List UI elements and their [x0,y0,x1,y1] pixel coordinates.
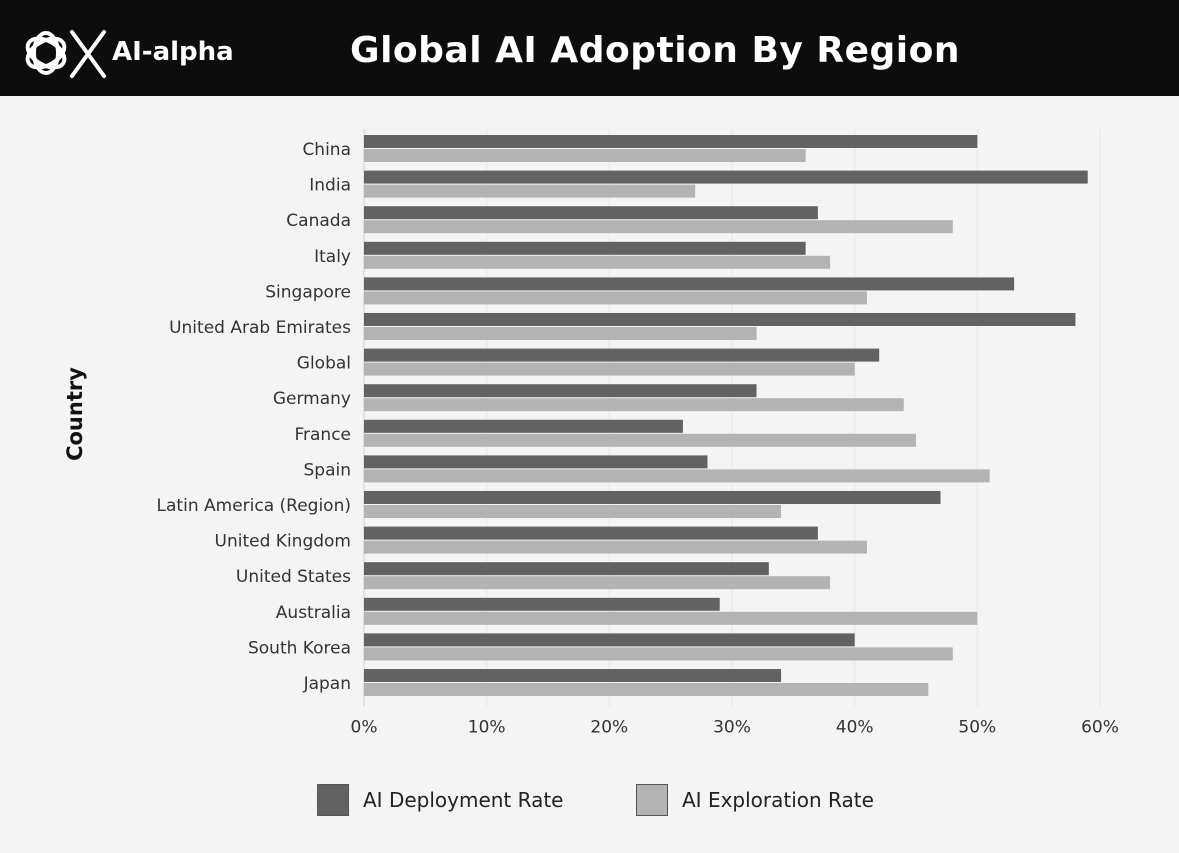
bars [364,135,1088,696]
bar-exploration [364,505,782,518]
x-tick-label: 60% [1081,718,1119,738]
bar-exploration [364,683,929,696]
x-tick-label: 40% [836,718,874,738]
chart-area: China India Canada Italy Singapore United Ara… [0,96,1179,853]
y-tick-label: Global [297,354,351,374]
bar-deployment [364,313,1076,326]
bar-exploration [364,220,953,234]
y-tick-label: United Arab Emirates [169,318,351,338]
bar-exploration [364,362,855,376]
bar-deployment [364,384,757,398]
legend-label-exploration: AI Exploration Rate [682,788,874,812]
header-bar: AI-alpha Global AI Adoption By Region [0,0,1179,96]
bar-exploration [364,149,806,162]
bar-deployment [364,633,855,647]
bar-exploration [364,398,904,412]
bar-deployment [364,419,683,433]
bar-exploration [364,469,990,483]
y-axis-label: Country [63,367,87,461]
x-tick-label: 0% [351,718,378,738]
bar-exploration [364,255,831,269]
bar-chart: China India Canada Italy Singapore United Ara… [63,129,1119,738]
bar-exploration [364,647,953,661]
bar-exploration [364,433,916,447]
bar-deployment [364,455,708,469]
bar-deployment [364,170,1088,184]
bar-deployment [364,526,818,540]
y-tick-label: Latin America (Region) [157,496,351,516]
bar-deployment [364,348,880,362]
legend-item-exploration: AI Exploration Rate [636,784,874,816]
y-tick-label: South Korea [248,638,351,658]
bar-deployment [364,206,818,220]
bar-deployment [364,135,978,148]
brand-name: AI-alpha [112,37,234,67]
bar-exploration [364,184,696,198]
y-tick-label: Singapore [265,282,351,302]
legend-label-deployment: AI Deployment Rate [363,788,564,812]
legend: AI Deployment Rate AI Exploration Rate [0,784,1179,816]
y-tick-labels: China India Canada Italy Singapore United Ara… [157,140,352,694]
y-tick-label: Australia [276,603,351,623]
y-tick-label: Spain [304,460,352,480]
x-tick-label: 10% [468,718,506,738]
bar-deployment [364,241,806,255]
y-tick-label: United Kingdom [215,532,351,552]
legend-swatch-deployment [317,784,349,816]
y-tick-label: France [294,425,351,445]
y-tick-label: China [302,140,351,160]
openai-knot-logo-icon [25,30,106,78]
x-tick-label: 30% [713,718,751,738]
bar-deployment [364,277,1015,291]
bar-exploration [364,291,867,305]
bar-exploration [364,327,757,340]
bar-exploration [364,576,831,590]
x-tick-label: 50% [958,718,996,738]
y-tick-label: Canada [286,211,351,231]
y-tick-label: United States [236,567,351,587]
legend-swatch-exploration [636,784,668,816]
bar-exploration [364,540,867,554]
bar-deployment [364,562,769,576]
x-tick-label: 20% [590,718,628,738]
bar-deployment [364,669,782,682]
y-tick-label: India [309,176,351,196]
y-tick-label: Japan [303,674,351,694]
bar-deployment [364,491,941,504]
chart-title: Global AI Adoption By Region [350,30,960,71]
y-tick-label: Germany [273,389,351,409]
y-tick-label: Italy [314,247,351,267]
x-tick-labels: 0% 10% 20% 30% 40% 50% 60% [351,718,1119,738]
legend-item-deployment: AI Deployment Rate [317,784,564,816]
bar-deployment [364,597,720,611]
bar-exploration [364,611,978,625]
